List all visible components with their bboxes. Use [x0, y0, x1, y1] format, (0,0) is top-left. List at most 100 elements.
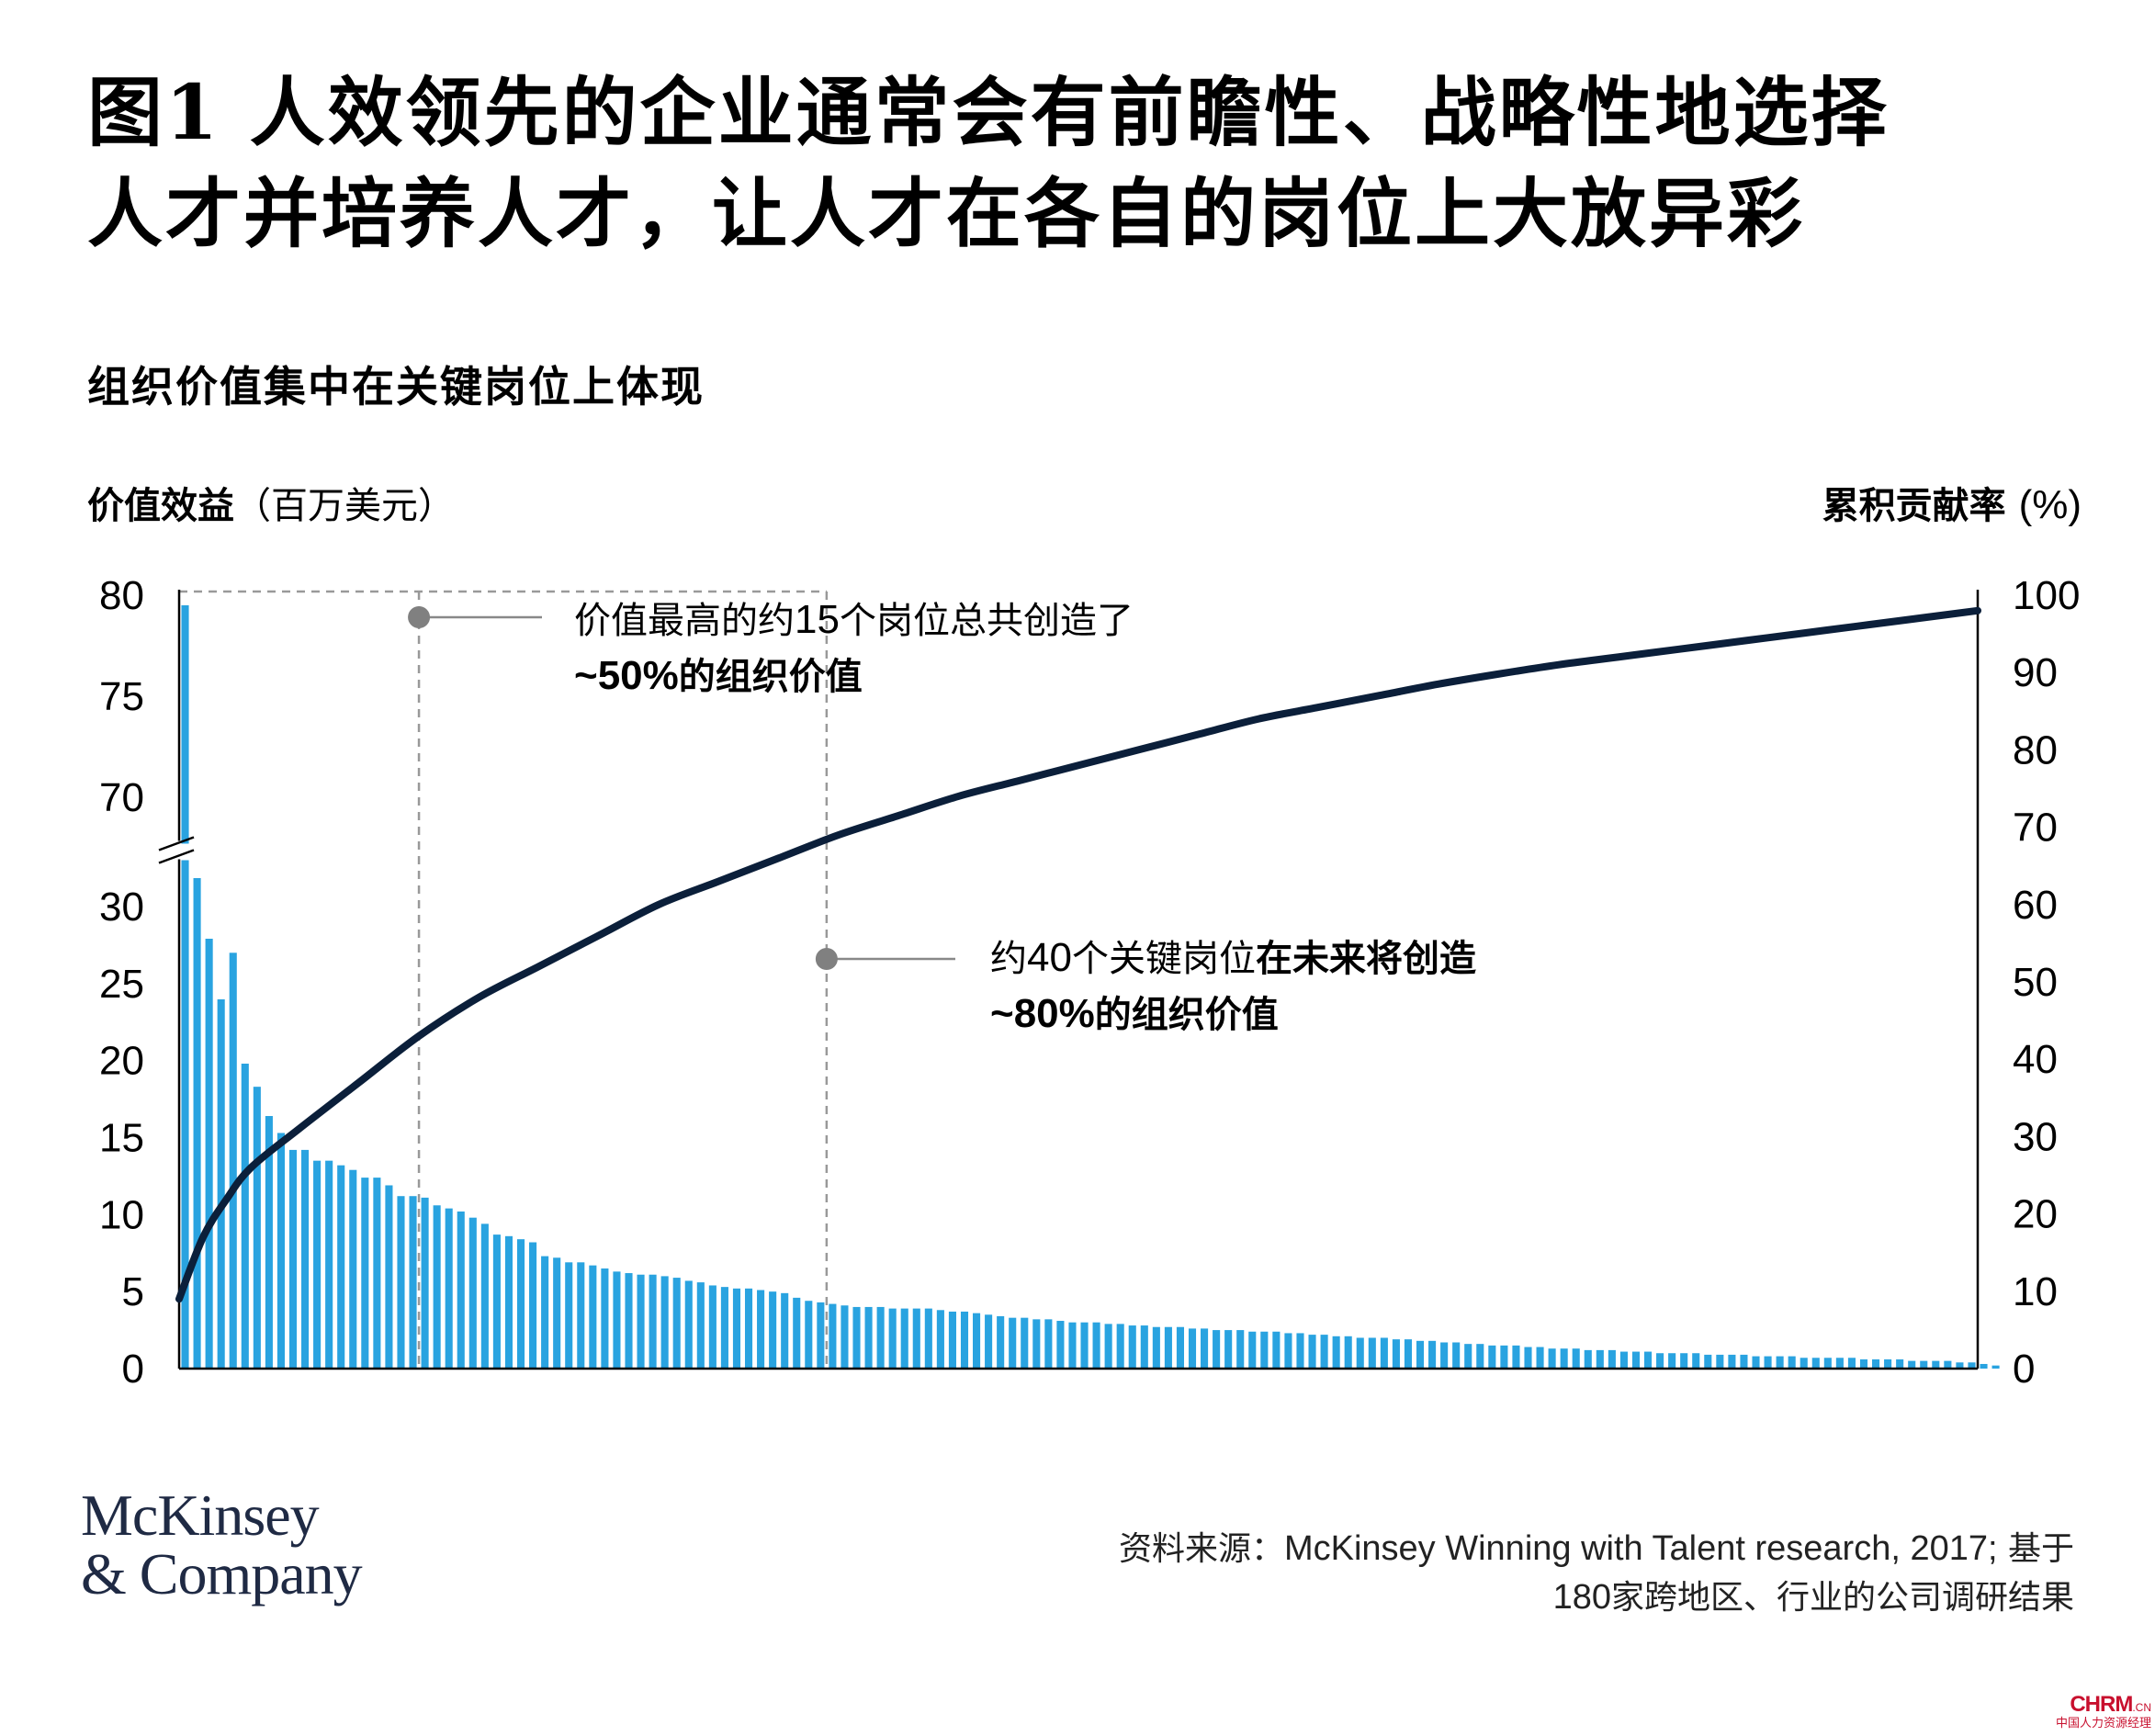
bar	[385, 1185, 393, 1369]
bar	[793, 1297, 801, 1369]
source-rest: 家跨地区、行业的公司调研结果	[1610, 1579, 2074, 1617]
bar	[1021, 1317, 1029, 1369]
bar	[1452, 1342, 1461, 1369]
right-tick-label: 30	[2013, 1114, 2058, 1159]
bar	[1980, 1363, 1988, 1369]
annotation-bottom-line-1: 约40个关键岗位在未来将创造	[990, 930, 1476, 986]
title-line-1: 图1 人效领先的企业通常会有前瞻性、战略性地选择	[87, 69, 1890, 157]
bar	[1944, 1360, 1952, 1369]
bar	[1991, 1365, 2000, 1369]
bar	[1380, 1337, 1388, 1369]
bar	[373, 1178, 381, 1369]
bar	[217, 999, 225, 1369]
annotation-top-number: 15	[795, 597, 840, 642]
right-tick-label: 50	[2013, 960, 2058, 1005]
bar	[1104, 1324, 1112, 1369]
bar	[912, 1308, 920, 1369]
bar	[769, 1291, 777, 1369]
bar	[253, 1087, 261, 1369]
left-axis-title-bold: 价值效益	[87, 484, 234, 527]
bar	[876, 1306, 885, 1369]
bar	[948, 1311, 956, 1369]
bar	[1440, 1342, 1449, 1369]
bar	[1320, 1335, 1328, 1369]
bar	[757, 1290, 765, 1369]
bar	[504, 1235, 513, 1369]
bar	[1464, 1344, 1472, 1369]
bar	[516, 1239, 525, 1369]
bar	[1476, 1344, 1484, 1369]
bar	[985, 1314, 993, 1369]
bar	[888, 1308, 897, 1369]
bar	[325, 1160, 333, 1369]
bar	[421, 1197, 429, 1369]
left-tick-label: 75	[99, 674, 144, 719]
bar	[480, 1223, 489, 1369]
axis-break-mark	[158, 836, 195, 851]
watermark-domain: .CN	[2132, 1701, 2151, 1714]
bar	[1956, 1362, 1964, 1369]
annotation-bottom-prefix: 约	[990, 938, 1027, 980]
bar	[1656, 1353, 1664, 1369]
bar	[492, 1234, 501, 1369]
left-tick-label: 30	[99, 885, 144, 930]
bar	[1548, 1348, 1556, 1369]
bar	[1296, 1333, 1304, 1369]
bar	[577, 1262, 585, 1369]
bar	[1500, 1345, 1508, 1369]
axis-break-mark	[158, 849, 195, 864]
bar	[1968, 1362, 1976, 1369]
bar	[1835, 1358, 1844, 1369]
bar	[1920, 1360, 1928, 1369]
bar	[445, 1208, 453, 1369]
bar	[337, 1165, 345, 1369]
bar	[864, 1306, 873, 1369]
left-tick-label: 70	[99, 775, 144, 820]
bar	[349, 1169, 357, 1369]
bar	[1752, 1356, 1760, 1369]
annotation-bottom-percent: ~80%	[990, 991, 1095, 1036]
bar	[397, 1196, 405, 1369]
annotation-top-rest: 的组织价值	[678, 655, 863, 698]
bar	[1128, 1325, 1136, 1369]
bar	[900, 1308, 908, 1369]
right-tick-label: 90	[2013, 650, 2058, 695]
source-line-2: 180家跨地区、行业的公司调研结果	[1119, 1573, 2074, 1622]
bar	[1224, 1330, 1233, 1369]
annotation-bottom-mid: 个关键岗位	[1071, 938, 1256, 980]
bar	[1248, 1331, 1257, 1369]
source-note: 资料来源：McKinsey Winning with Talent resear…	[1119, 1525, 2074, 1622]
annotation-bottom-number: 40	[1027, 935, 1072, 980]
bar	[649, 1274, 657, 1369]
right-axis-title-unit: (%)	[2018, 482, 2082, 527]
bar	[744, 1288, 753, 1369]
bar	[852, 1306, 861, 1369]
left-tick-label: 80	[99, 573, 144, 618]
annotation-top-prefix: 价值最高的约	[574, 600, 795, 642]
bar	[1619, 1351, 1628, 1369]
watermark-brand: CHRM	[2070, 1692, 2133, 1717]
bar	[1716, 1354, 1724, 1369]
right-tick-label: 40	[2013, 1037, 2058, 1082]
bar	[553, 1257, 561, 1369]
bar	[960, 1311, 969, 1369]
bar	[817, 1302, 825, 1369]
bar	[1512, 1345, 1520, 1369]
bar	[1009, 1317, 1017, 1369]
bar	[1272, 1331, 1281, 1369]
annotation-top-percent: ~50%	[574, 653, 679, 698]
bar	[1392, 1339, 1400, 1369]
bar	[613, 1271, 621, 1369]
bar	[1201, 1328, 1209, 1369]
left-axis-title: 价值效益（百万美元）	[87, 476, 455, 529]
bar	[1404, 1339, 1413, 1369]
bar	[361, 1178, 369, 1369]
bar	[684, 1280, 693, 1369]
source-line-1: 资料来源：McKinsey Winning with Talent resear…	[1119, 1525, 2074, 1573]
bar	[205, 939, 213, 1369]
bar	[1608, 1349, 1616, 1369]
bar	[468, 1217, 477, 1369]
left-tick-label: 20	[99, 1039, 144, 1084]
bar	[1680, 1353, 1688, 1369]
right-tick-label: 10	[2013, 1269, 2058, 1314]
